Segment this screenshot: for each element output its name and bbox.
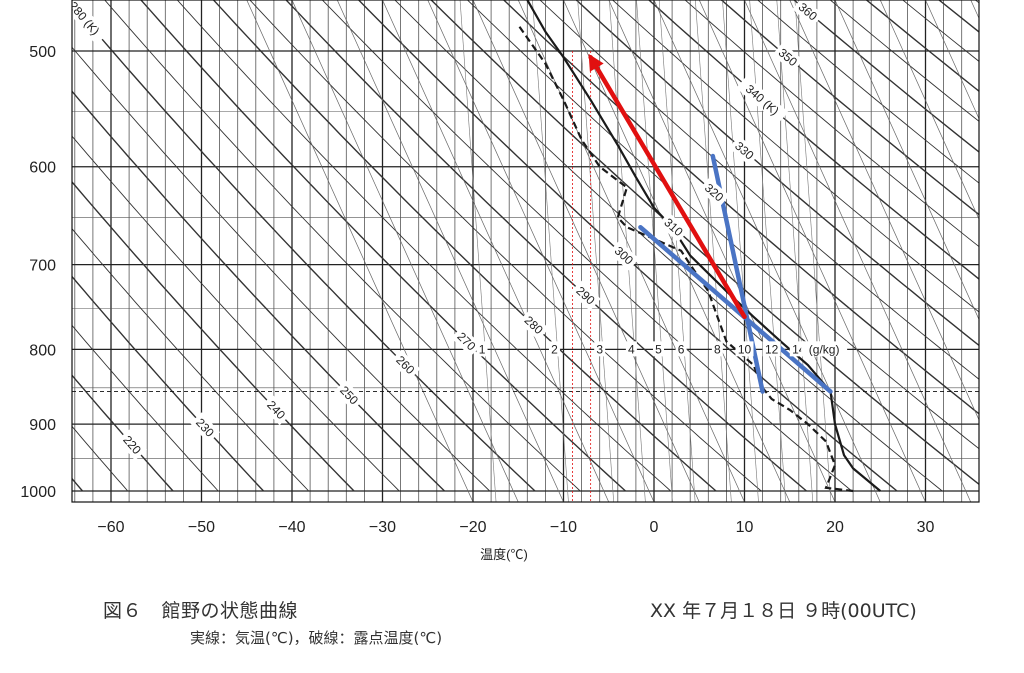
line-style-note: 実線：気温(℃)，破線：露点温度(℃): [190, 627, 442, 648]
theta-label: 260: [0, 90, 23, 121]
mixing-ratio-label: 5: [655, 342, 662, 356]
y-tick-label: 900: [29, 417, 56, 434]
theta-label-bg: [0, 90, 23, 121]
x-axis-label: 温度(℃): [480, 547, 528, 562]
theta-label-text: 270: [42, 58, 66, 83]
y-tick-label: 700: [29, 258, 56, 275]
x-tick-label: −50: [188, 519, 215, 536]
x-tick-label: −60: [97, 519, 124, 536]
y-tick-label: 800: [29, 342, 56, 359]
theta-label-text: 260: [0, 94, 20, 119]
mixing-ratio-label: (g/kg): [809, 342, 840, 356]
dry-adiabat-line: [1009, 0, 1024, 491]
x-tick-label: 30: [917, 519, 935, 536]
x-tick-label: −20: [459, 519, 486, 536]
x-tick-label: 0: [650, 519, 659, 536]
x-tick-label: −40: [278, 519, 305, 536]
mixing-ratio-label: 6: [678, 342, 685, 356]
x-tick-label: 20: [826, 519, 844, 536]
mixing-ratio-label: 1: [479, 342, 486, 356]
dry-adiabat-line: [974, 0, 1024, 491]
x-tick-label: 10: [736, 519, 754, 536]
mixing-ratio-label: 8: [714, 342, 721, 356]
figure-title: 図６ 館野の状態曲線: [103, 596, 298, 623]
mixing-ratio-label: 10: [738, 342, 752, 356]
mixing-ratio-label: 2: [551, 342, 558, 356]
observation-date: XX 年７月１８日 ９時(00UTC): [650, 596, 917, 623]
x-tick-label: −30: [369, 519, 396, 536]
y-tick-label: 1000: [20, 484, 56, 501]
mixing-ratio-label: 3: [596, 342, 603, 356]
mixing-ratio-label: 4: [628, 342, 635, 356]
y-tick-label: 600: [29, 160, 56, 177]
x-tick-label: −10: [550, 519, 577, 536]
y-tick-label: 500: [29, 44, 56, 61]
mixing-ratio-label: 12: [765, 342, 779, 356]
